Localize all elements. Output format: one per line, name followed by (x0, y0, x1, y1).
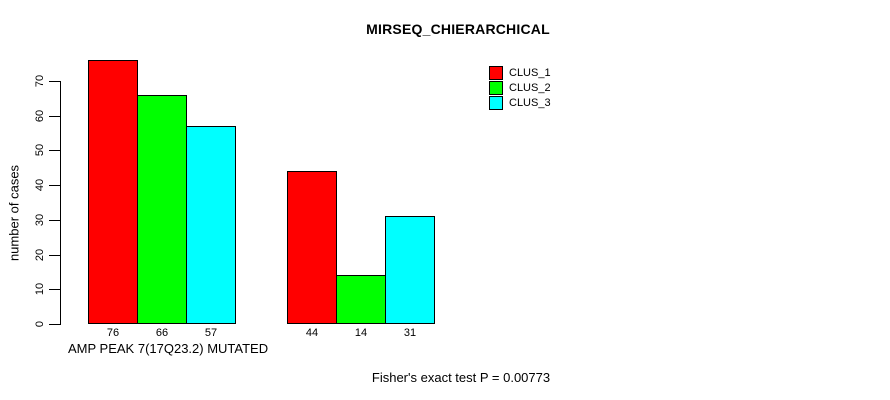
legend-label: CLUS_1 (509, 67, 551, 79)
bar-clus_2-group1 (137, 94, 187, 324)
y-axis-tick-label: 60 (34, 109, 46, 122)
bar-value-label: 44 (305, 327, 319, 339)
legend-label: CLUS_2 (509, 82, 551, 94)
bar-clus_1-group2 (287, 171, 337, 324)
chart-title: MIRSEQ_CHIERARCHICAL (366, 21, 550, 37)
bar-clus_3-group2 (385, 216, 435, 324)
y-axis-title: number of cases (6, 164, 22, 262)
y-axis-tick (49, 150, 61, 151)
y-axis-tick (49, 220, 61, 221)
y-axis-tick-label: 50 (34, 144, 46, 157)
bar-value-label: 31 (403, 327, 417, 339)
legend-label: CLUS_3 (509, 97, 551, 109)
bar-clus_1-group1 (88, 60, 138, 324)
bar-value-label: 14 (354, 327, 368, 339)
y-axis-tick (49, 185, 61, 186)
legend-swatch (489, 81, 503, 95)
y-axis-line (60, 81, 61, 325)
y-axis-tick-label: 40 (34, 179, 46, 192)
x-axis-label: AMP PEAK 7(17Q23.2) MUTATED (68, 341, 269, 356)
y-axis-tick (49, 289, 61, 290)
y-axis-tick (49, 255, 61, 256)
bar-value-label: 66 (155, 327, 169, 339)
bar-clus_2-group2 (336, 275, 386, 324)
y-axis-tick (49, 81, 61, 82)
bar-clus_3-group1 (186, 126, 236, 324)
y-axis-tick-label: 70 (34, 74, 46, 88)
legend-swatch (489, 96, 503, 110)
footer-note: Fisher's exact test P = 0.00773 (371, 370, 551, 385)
y-axis-tick (49, 324, 61, 325)
bar-value-label: 76 (106, 327, 120, 339)
y-axis-tick-label: 0 (34, 320, 46, 328)
y-axis-tick-label: 10 (34, 283, 46, 296)
legend-swatch (489, 66, 503, 80)
bar-value-label: 57 (204, 327, 218, 339)
y-axis-tick (49, 116, 61, 117)
y-axis-tick-label: 20 (34, 248, 46, 261)
y-axis-tick-label: 30 (34, 213, 46, 226)
